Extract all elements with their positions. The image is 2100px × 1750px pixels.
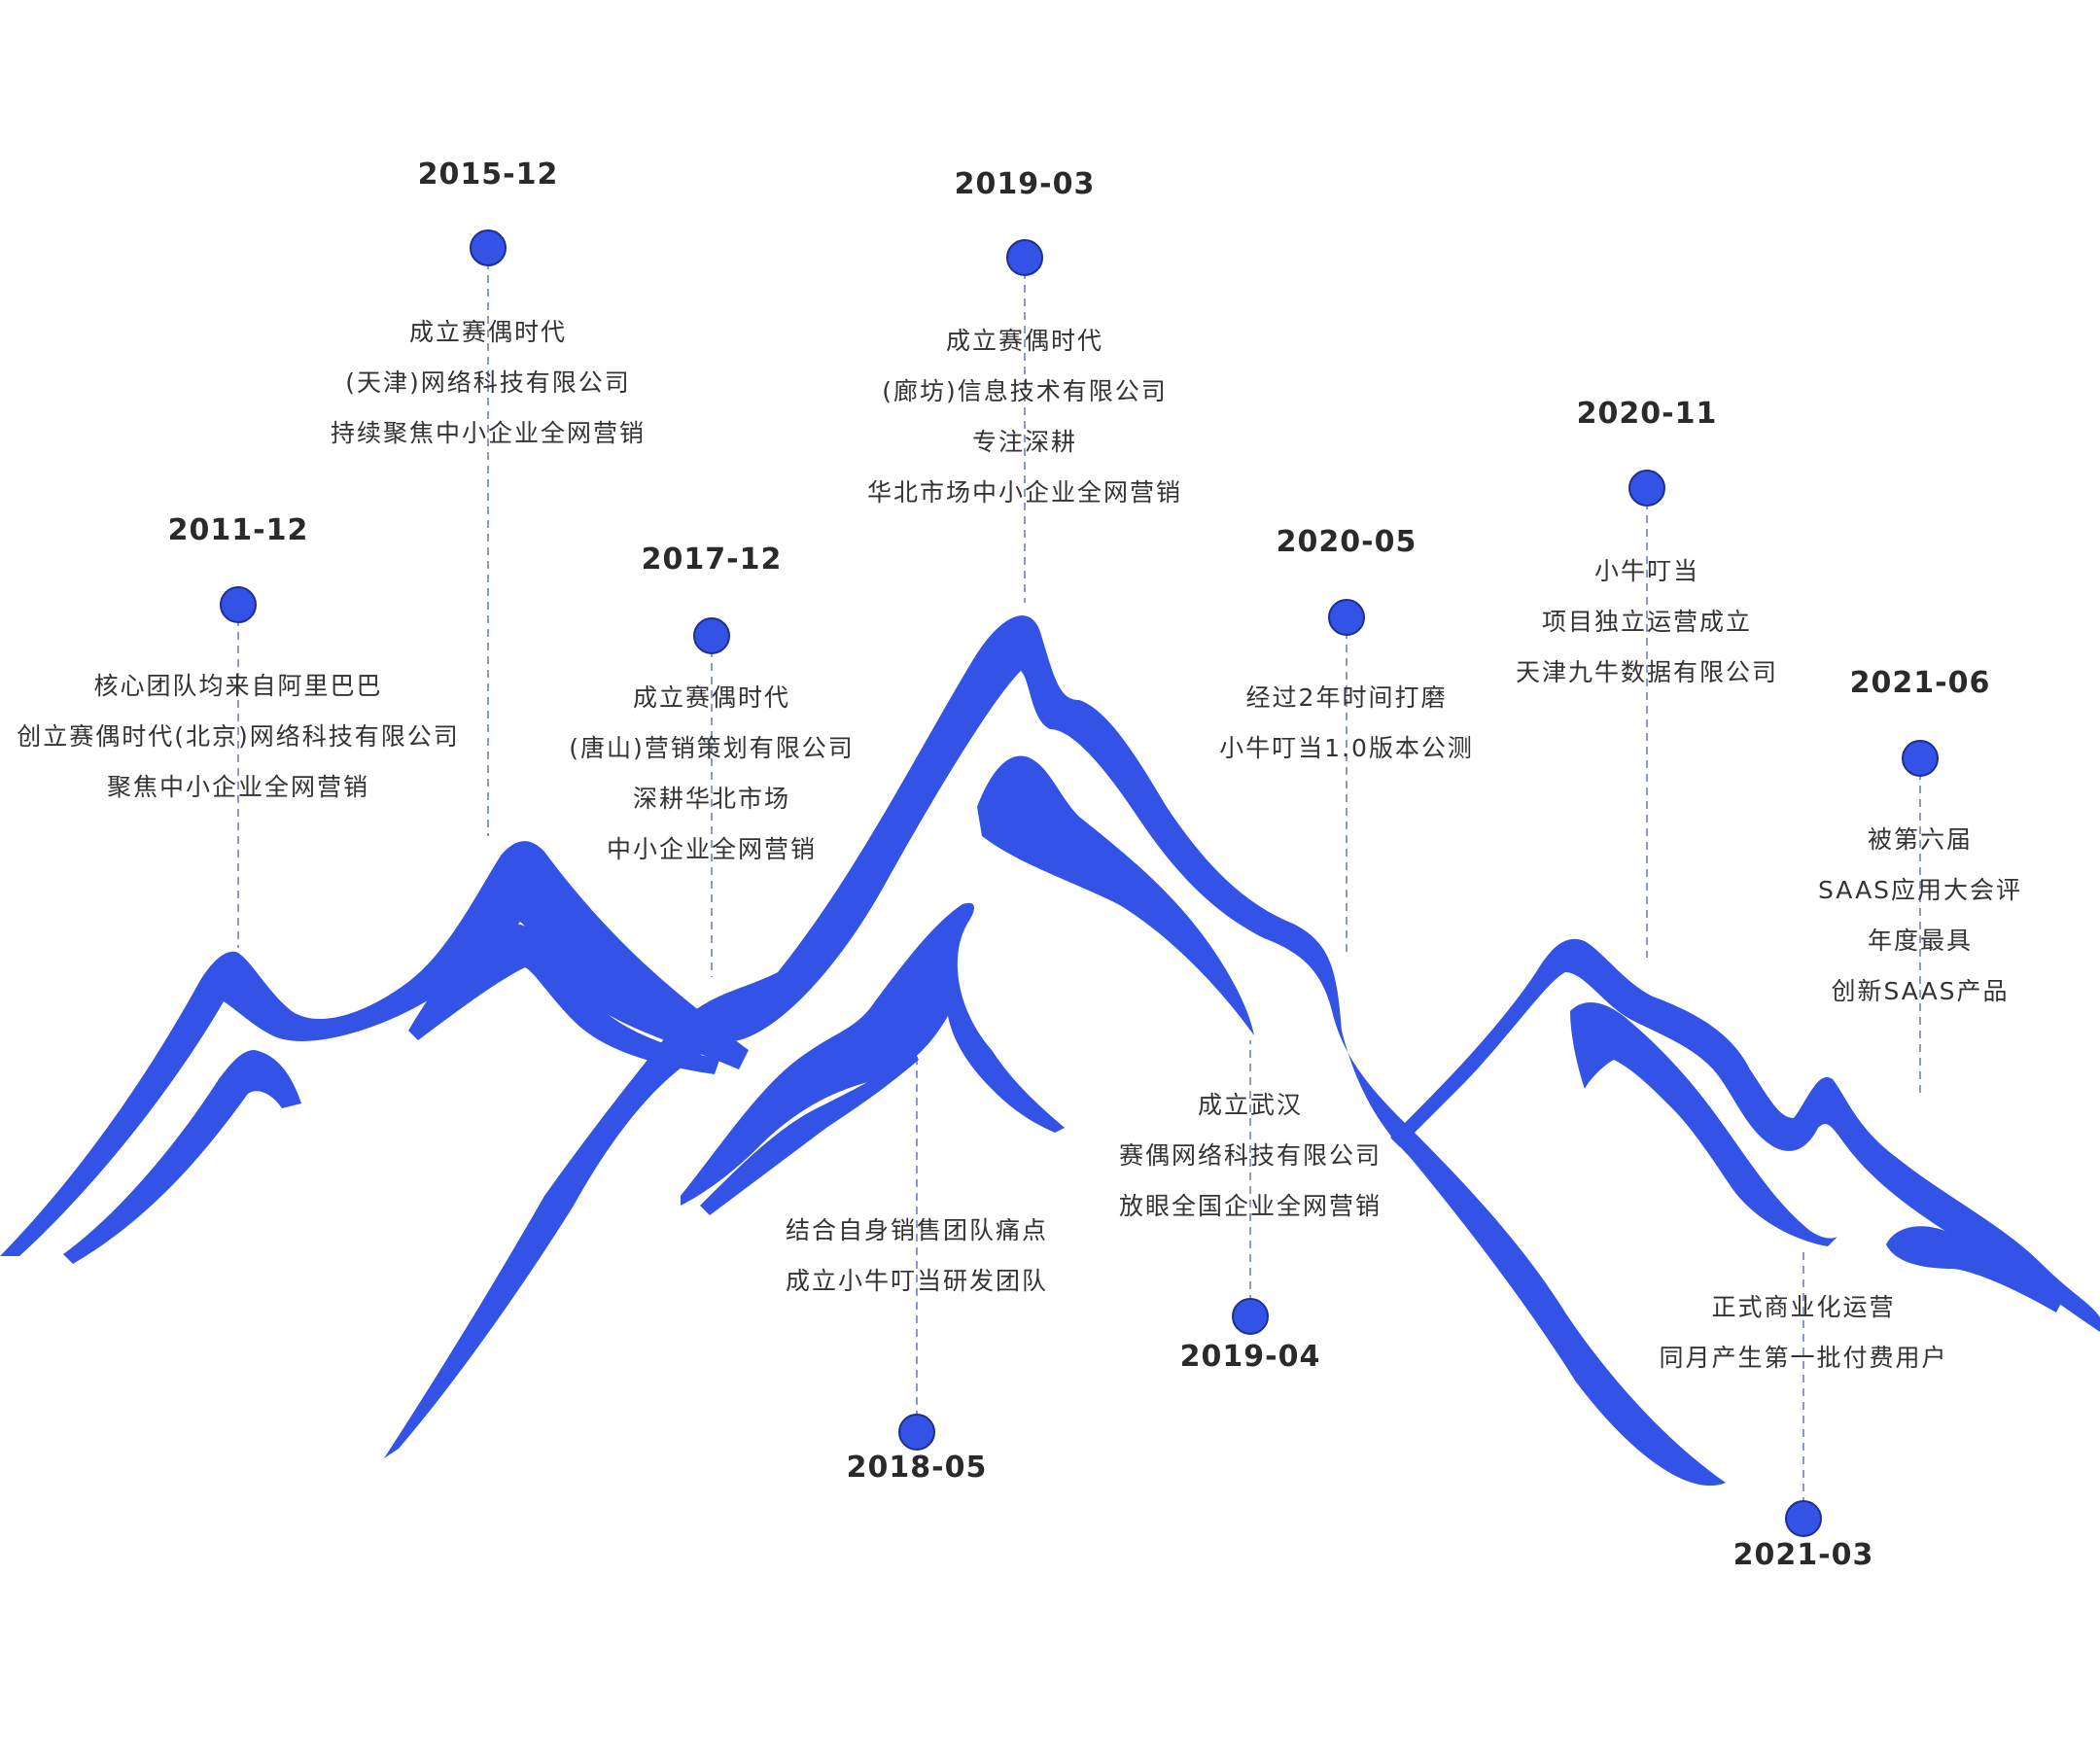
event-description-2011-12: 核心团队均来自阿里巴巴创立赛偶时代(北京)网络科技有限公司 聚焦中小企业全网营销 (17, 661, 460, 813)
event-marker-dot-2020-11 (1628, 470, 1665, 507)
event-date-2019-04: 2019-04 (1179, 1340, 1321, 1374)
event-description-line: 结合自身销售团队痛点 (785, 1216, 1049, 1244)
event-description-line: 深耕华北市场 (632, 785, 791, 813)
event-description-line: 创立赛偶时代(北京)网络科技有限公司 (17, 722, 460, 751)
event-description-line: 小牛叮当1.0版本公测 (1219, 734, 1474, 762)
event-description-line: 专注深耕 (971, 428, 1078, 456)
mountain-center-lower (681, 902, 1065, 1206)
event-description-2015-12: 成立赛偶时代 (天津)网络科技有限公司 持续聚焦中小企业全网营销 (331, 307, 646, 459)
mountain-left-inner (63, 1050, 301, 1264)
event-description-line: 成立赛偶时代 (945, 327, 1104, 355)
mountain-right-foot (1886, 1226, 2061, 1312)
event-marker-dot-2011-12 (220, 586, 257, 623)
connector-lines (237, 248, 1921, 1519)
event-description-line: 创新SAAS产品 (1831, 977, 2010, 1005)
event-description-line: 同月产生第一批付费用户 (1659, 1344, 1948, 1372)
event-date-2021-03: 2021-03 (1732, 1538, 1874, 1572)
event-description-line: 赛偶网络科技有限公司 (1118, 1141, 1382, 1170)
event-description-line: 中小企业全网营销 (606, 835, 818, 863)
event-date-2021-06: 2021-06 (1849, 666, 1991, 700)
event-description-2021-06: 被第六届 SAAS应用大会评 年度最具创新SAAS产品 (1818, 815, 2022, 1017)
event-marker-dot-2021-03 (1785, 1500, 1822, 1537)
event-description-line: 天津九牛数据有限公司 (1515, 658, 1779, 686)
mountain-center-lower-ridge (700, 1050, 919, 1215)
event-description-line: (天津)网络科技有限公司 (345, 368, 631, 397)
event-marker-dot-2018-05 (898, 1414, 935, 1451)
event-description-line: 核心团队均来自阿里巴巴 (93, 672, 383, 700)
event-marker-dot-2019-04 (1232, 1298, 1269, 1335)
mountain-shapes (0, 615, 2100, 1487)
event-description-2020-11: 小牛叮当项目独立运营成立 天津九牛数据有限公司 (1516, 546, 1778, 698)
mountain-center-peak (384, 615, 1726, 1487)
event-description-2019-04: 成立武汉赛偶网络科技有限公司 放眼全国企业全网营销 (1119, 1080, 1382, 1232)
event-date-2018-05: 2018-05 (846, 1451, 988, 1485)
event-description-line: 聚焦中小企业全网营销 (106, 773, 370, 801)
event-description-line: 放眼全国企业全网营销 (1118, 1192, 1382, 1220)
event-description-line: 华北市场中小企业全网营销 (866, 478, 1183, 507)
event-description-line: 成立小牛叮当研发团队 (785, 1267, 1049, 1295)
event-description-2020-05: 经过2年时间打磨 小牛叮当1.0版本公测 (1219, 673, 1474, 774)
event-marker-dot-2015-12 (470, 229, 507, 266)
event-marker-dot-2021-06 (1902, 740, 1939, 777)
event-date-2017-12: 2017-12 (641, 542, 783, 577)
mountain-center-inner (977, 755, 1254, 1035)
event-description-2018-05: 结合自身销售团队痛点 成立小牛叮当研发团队 (786, 1206, 1048, 1307)
event-date-2019-03: 2019-03 (954, 167, 1096, 201)
event-description-line: 项目独立运营成立 (1541, 608, 1753, 636)
event-description-line: (唐山)营销策划有限公司 (569, 734, 855, 762)
event-description-2021-03: 正式商业化运营同月产生第一批付费用户 (1659, 1282, 1947, 1383)
event-description-line: 正式商业化运营 (1711, 1293, 1896, 1321)
event-description-line: 年度最具 (1867, 927, 1974, 955)
event-description-line: 成立武汉 (1197, 1091, 1304, 1119)
event-description-line: SAAS应用大会评 (1817, 876, 2023, 904)
event-date-2020-05: 2020-05 (1276, 525, 1418, 559)
event-description-2019-03: 成立赛偶时代 (廊坊)信息技术有限公司 专注深耕华北市场中小企业全网营销 (867, 316, 1182, 518)
event-description-line: 经过2年时间打磨 (1245, 683, 1448, 712)
event-date-2011-12: 2011-12 (167, 513, 309, 547)
mountain-right-inner (1570, 1001, 1838, 1246)
event-description-line: 成立赛偶时代 (632, 683, 791, 712)
event-description-line: (廊坊)信息技术有限公司 (882, 377, 1168, 405)
event-marker-dot-2017-12 (693, 617, 730, 654)
event-date-2020-11: 2020-11 (1576, 397, 1718, 431)
event-description-line: 成立赛偶时代 (408, 318, 568, 346)
event-marker-dot-2020-05 (1328, 599, 1365, 636)
event-marker-dot-2019-03 (1006, 239, 1043, 276)
event-date-2015-12: 2015-12 (417, 158, 559, 192)
event-description-2017-12: 成立赛偶时代 (唐山)营销策划有限公司 深耕华北市场 中小企业全网营销 (569, 673, 855, 875)
mountain-left2-inner (408, 923, 719, 1074)
event-description-line: 被第六届 (1867, 825, 1974, 854)
event-description-line: 小牛叮当 (1593, 557, 1700, 585)
event-description-line: 持续聚焦中小企业全网营销 (330, 419, 647, 447)
mountain-left-ridge (0, 841, 749, 1256)
